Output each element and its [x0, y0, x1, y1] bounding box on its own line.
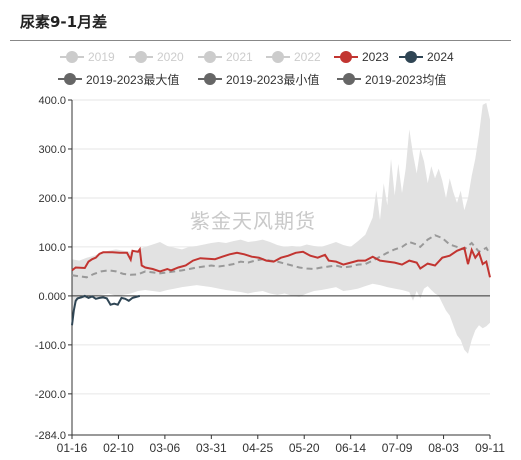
x-tick-label: 05-20 — [289, 441, 320, 455]
x-tick-label: 02-10 — [103, 441, 134, 455]
x-tick-label: 03-06 — [150, 441, 181, 455]
legend-label: 2019-2023最大值 — [86, 72, 180, 87]
legend-label: 2021 — [226, 50, 253, 64]
legend-marker-icon — [198, 72, 222, 86]
chart-legend: 2019 2020 2021 2022 2023 2024 2019-2023最大值 2019… — [0, 42, 521, 87]
x-tick-label: 08-03 — [428, 441, 459, 455]
legend-item[interactable]: 2023 — [334, 50, 389, 64]
axes — [71, 100, 490, 436]
x-tick-label: 06-14 — [335, 441, 366, 455]
legend-item[interactable]: 2020 — [129, 50, 184, 64]
band-min-max-2019-2023 — [72, 102, 490, 354]
legend-label: 2019-2023最小值 — [226, 72, 320, 87]
legend-marker-icon — [399, 50, 423, 64]
legend-label: 2019-2023均值 — [365, 72, 447, 87]
y-tick-label: 0.000 — [38, 291, 66, 303]
legend-item[interactable]: 2019-2023最大值 — [58, 72, 180, 87]
watermark-text: 紫金天风期货 — [190, 209, 316, 233]
legend-item[interactable]: 2022 — [266, 50, 321, 64]
legend-label: 2020 — [157, 50, 184, 64]
legend-label: 2022 — [294, 50, 321, 64]
x-tick-label: 01-16 — [57, 441, 88, 455]
legend-label: 2023 — [362, 50, 389, 64]
legend-item[interactable]: 2019 — [60, 50, 115, 64]
legend-marker-icon — [60, 50, 84, 64]
y-tick-label: 200.0 — [38, 193, 66, 205]
legend-marker-icon — [337, 72, 361, 86]
x-tick-label: 03-31 — [196, 441, 227, 455]
legend-marker-icon — [334, 50, 358, 64]
y-tick-label: 400.0 — [38, 95, 66, 107]
legend-label: 2024 — [427, 50, 454, 64]
y-tick-label: -284.0 — [35, 430, 66, 442]
title-divider — [10, 40, 511, 41]
y-tick-label: 300.0 — [38, 144, 66, 156]
tick-labels: 400.0 300.0 200.0 100.0 0.000 -100.0 -200.0 -28… — [35, 95, 505, 455]
legend-item[interactable]: 2019-2023均值 — [337, 72, 447, 87]
y-tick-label: -100.0 — [35, 340, 66, 352]
series-line-2024 — [71, 294, 141, 326]
legend-marker-icon — [198, 50, 222, 64]
legend-label: 2019 — [88, 50, 115, 64]
legend-item[interactable]: 2024 — [399, 50, 454, 64]
chart-title: 尿素9-1月差 — [20, 13, 108, 31]
series-line-2019-2023-avg — [71, 234, 491, 279]
legend-item[interactable]: 2021 — [198, 50, 253, 64]
x-tick-label: 07-09 — [382, 441, 413, 455]
x-tick-label: 04-25 — [242, 441, 273, 455]
y-tick-label: 100.0 — [38, 242, 66, 254]
legend-marker-icon — [58, 72, 82, 86]
legend-marker-icon — [266, 50, 290, 64]
x-tick-label: 09-11 — [475, 441, 505, 455]
legend-marker-icon — [129, 50, 153, 64]
legend-item[interactable]: 2019-2023最小值 — [198, 72, 320, 87]
series-line-2023 — [71, 246, 491, 278]
y-tick-label: -200.0 — [35, 389, 66, 401]
